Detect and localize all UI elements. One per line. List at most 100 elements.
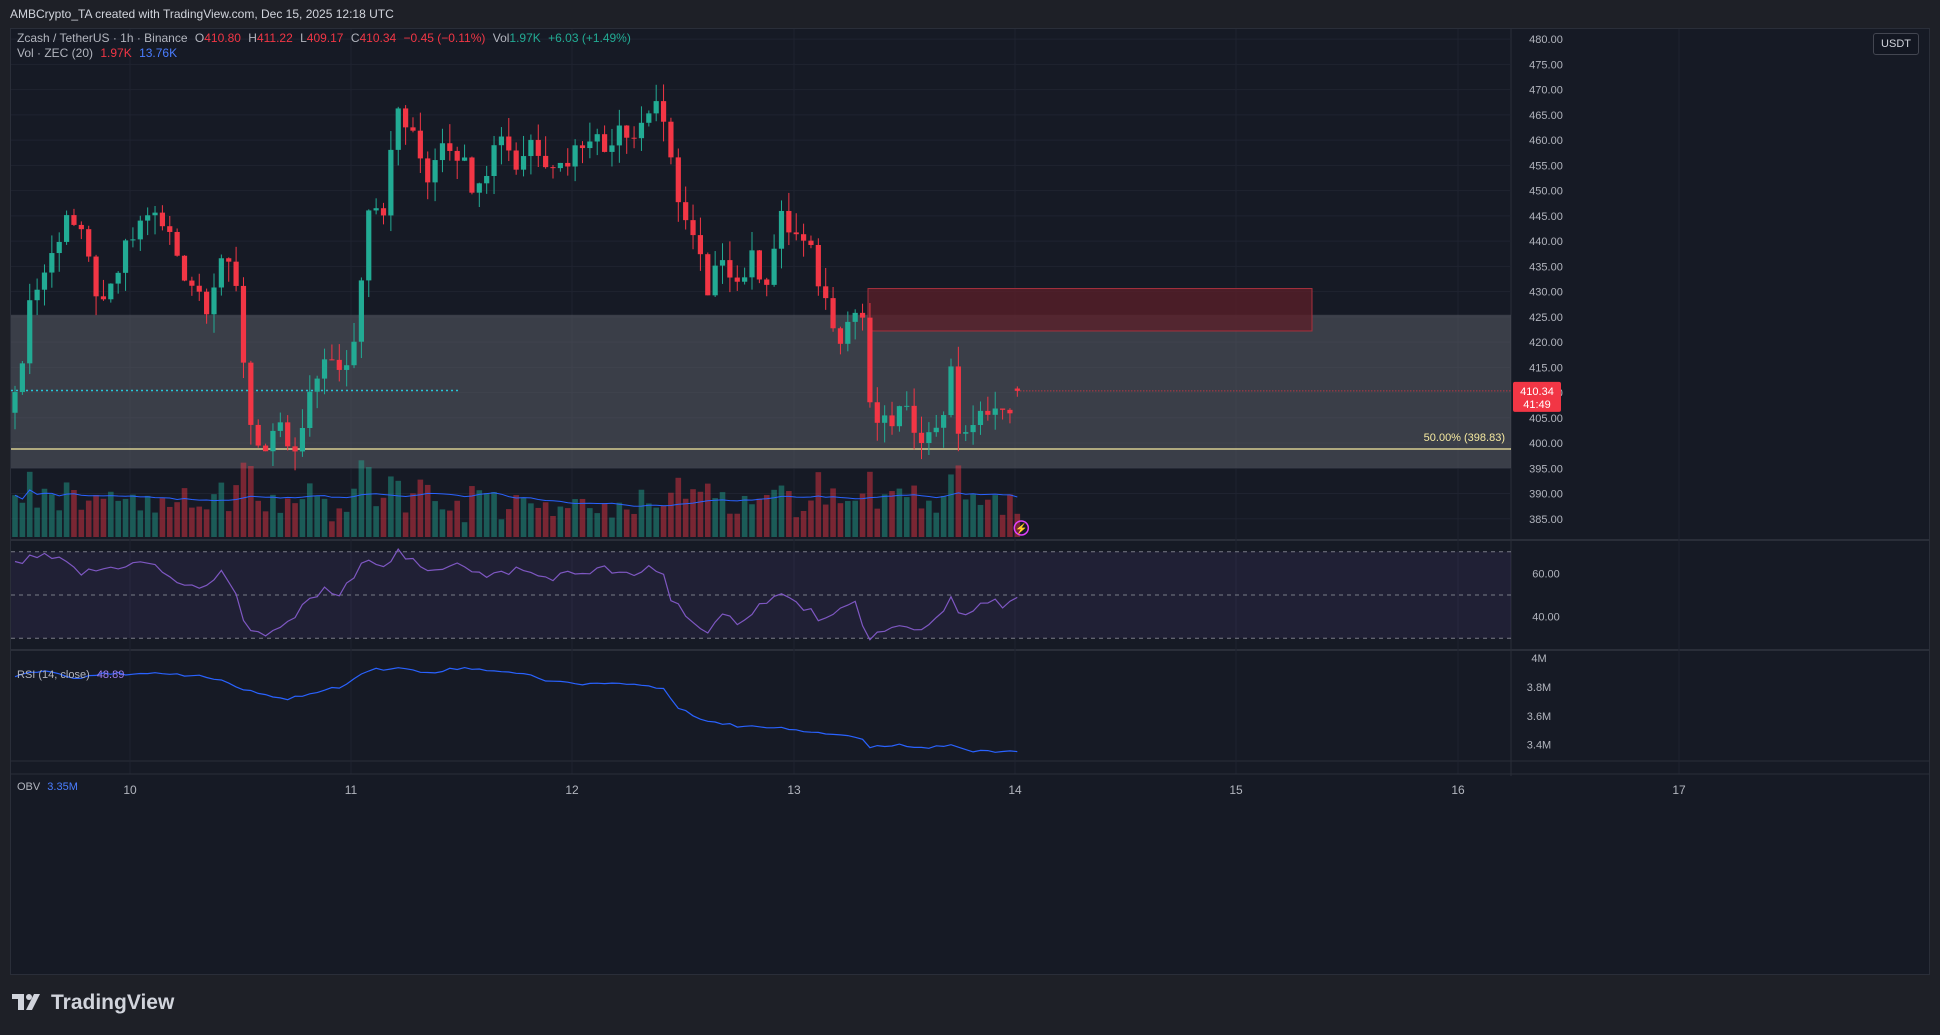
- candle[interactable]: [543, 155, 549, 168]
- candle[interactable]: [867, 317, 873, 403]
- candle[interactable]: [705, 254, 711, 296]
- candle[interactable]: [270, 430, 276, 452]
- currency-button[interactable]: USDT: [1873, 33, 1919, 55]
- candle[interactable]: [550, 167, 556, 169]
- candle[interactable]: [683, 202, 689, 221]
- candle[interactable]: [336, 359, 342, 370]
- candle[interactable]: [439, 143, 446, 161]
- candle[interactable]: [307, 391, 313, 428]
- candle[interactable]: [152, 212, 158, 216]
- candle[interactable]: [248, 362, 254, 425]
- candle[interactable]: [71, 215, 77, 225]
- symbol-label[interactable]: Zcash / TetherUS · 1h · Binance: [17, 31, 188, 45]
- candle[interactable]: [675, 157, 681, 203]
- candle[interactable]: [808, 240, 814, 245]
- candle[interactable]: [918, 432, 925, 444]
- candle[interactable]: [218, 258, 224, 288]
- candle[interactable]: [690, 220, 696, 236]
- candle[interactable]: [196, 285, 202, 292]
- candle[interactable]: [56, 241, 62, 254]
- candle[interactable]: [520, 156, 527, 170]
- candle[interactable]: [631, 137, 637, 139]
- candle[interactable]: [461, 157, 468, 161]
- candle[interactable]: [992, 408, 998, 415]
- candle[interactable]: [904, 405, 910, 407]
- candle[interactable]: [742, 277, 748, 282]
- candle[interactable]: [484, 176, 490, 184]
- demand-zone[interactable]: [11, 314, 1511, 469]
- candle[interactable]: [859, 312, 866, 318]
- candle[interactable]: [764, 279, 770, 285]
- candle[interactable]: [985, 410, 991, 415]
- candle[interactable]: [12, 392, 18, 413]
- candle[interactable]: [167, 226, 173, 232]
- candle[interactable]: [100, 296, 107, 300]
- candle[interactable]: [285, 422, 291, 447]
- candle[interactable]: [122, 240, 129, 273]
- candle[interactable]: [1014, 388, 1020, 391]
- candle[interactable]: [373, 208, 379, 211]
- candle[interactable]: [454, 150, 460, 161]
- candle[interactable]: [425, 158, 431, 183]
- candle[interactable]: [786, 210, 792, 233]
- candle[interactable]: [211, 287, 217, 315]
- candle[interactable]: [771, 248, 777, 285]
- brand[interactable]: TradingView: [12, 991, 174, 1015]
- candle[interactable]: [793, 232, 799, 235]
- candle[interactable]: [226, 258, 232, 262]
- candle[interactable]: [174, 231, 180, 256]
- candle[interactable]: [513, 150, 519, 170]
- candle[interactable]: [506, 136, 512, 151]
- candle[interactable]: [49, 253, 55, 273]
- candle[interactable]: [697, 235, 704, 255]
- candle[interactable]: [417, 130, 423, 159]
- candle[interactable]: [749, 250, 755, 278]
- candle[interactable]: [344, 365, 350, 370]
- candle[interactable]: [719, 260, 726, 266]
- candle[interactable]: [329, 359, 335, 361]
- candle[interactable]: [926, 432, 932, 444]
- candle[interactable]: [815, 244, 821, 287]
- candle[interactable]: [970, 425, 976, 433]
- candle[interactable]: [181, 255, 188, 281]
- candle[interactable]: [255, 424, 261, 446]
- candle[interactable]: [410, 127, 416, 131]
- candle[interactable]: [955, 366, 961, 434]
- candle[interactable]: [933, 427, 939, 433]
- candle[interactable]: [491, 145, 497, 177]
- supply-zone[interactable]: [867, 288, 1313, 332]
- candle[interactable]: [292, 446, 298, 452]
- candle[interactable]: [476, 183, 482, 193]
- last-price-badge[interactable]: [1513, 381, 1561, 412]
- alert-icon[interactable]: [1013, 520, 1030, 536]
- candle[interactable]: [498, 136, 505, 146]
- candle[interactable]: [299, 427, 306, 452]
- candle[interactable]: [366, 210, 372, 281]
- candle[interactable]: [587, 141, 593, 149]
- candle[interactable]: [130, 239, 136, 241]
- candle[interactable]: [668, 121, 674, 158]
- candle[interactable]: [800, 234, 807, 241]
- candle[interactable]: [734, 277, 740, 282]
- candle[interactable]: [86, 229, 92, 257]
- candle[interactable]: [351, 341, 357, 366]
- volume-indicator-label[interactable]: Vol · ZEC (20): [17, 46, 94, 60]
- candle[interactable]: [388, 149, 394, 216]
- candle[interactable]: [911, 405, 917, 433]
- candle[interactable]: [557, 162, 563, 169]
- candle[interactable]: [137, 220, 143, 240]
- candle[interactable]: [314, 378, 320, 392]
- chart-canvas[interactable]: 385.00390.00395.00400.00405.00410.00415.…: [11, 29, 1929, 974]
- candle[interactable]: [277, 422, 283, 431]
- candle[interactable]: [977, 410, 984, 426]
- candle[interactable]: [756, 250, 762, 280]
- candle[interactable]: [41, 272, 48, 290]
- candle[interactable]: [579, 145, 586, 149]
- candle[interactable]: [712, 265, 718, 296]
- candle[interactable]: [1007, 409, 1013, 414]
- candle[interactable]: [602, 134, 608, 152]
- candle[interactable]: [948, 366, 954, 416]
- candle[interactable]: [321, 359, 328, 379]
- candle[interactable]: [395, 108, 401, 150]
- candle[interactable]: [594, 134, 600, 142]
